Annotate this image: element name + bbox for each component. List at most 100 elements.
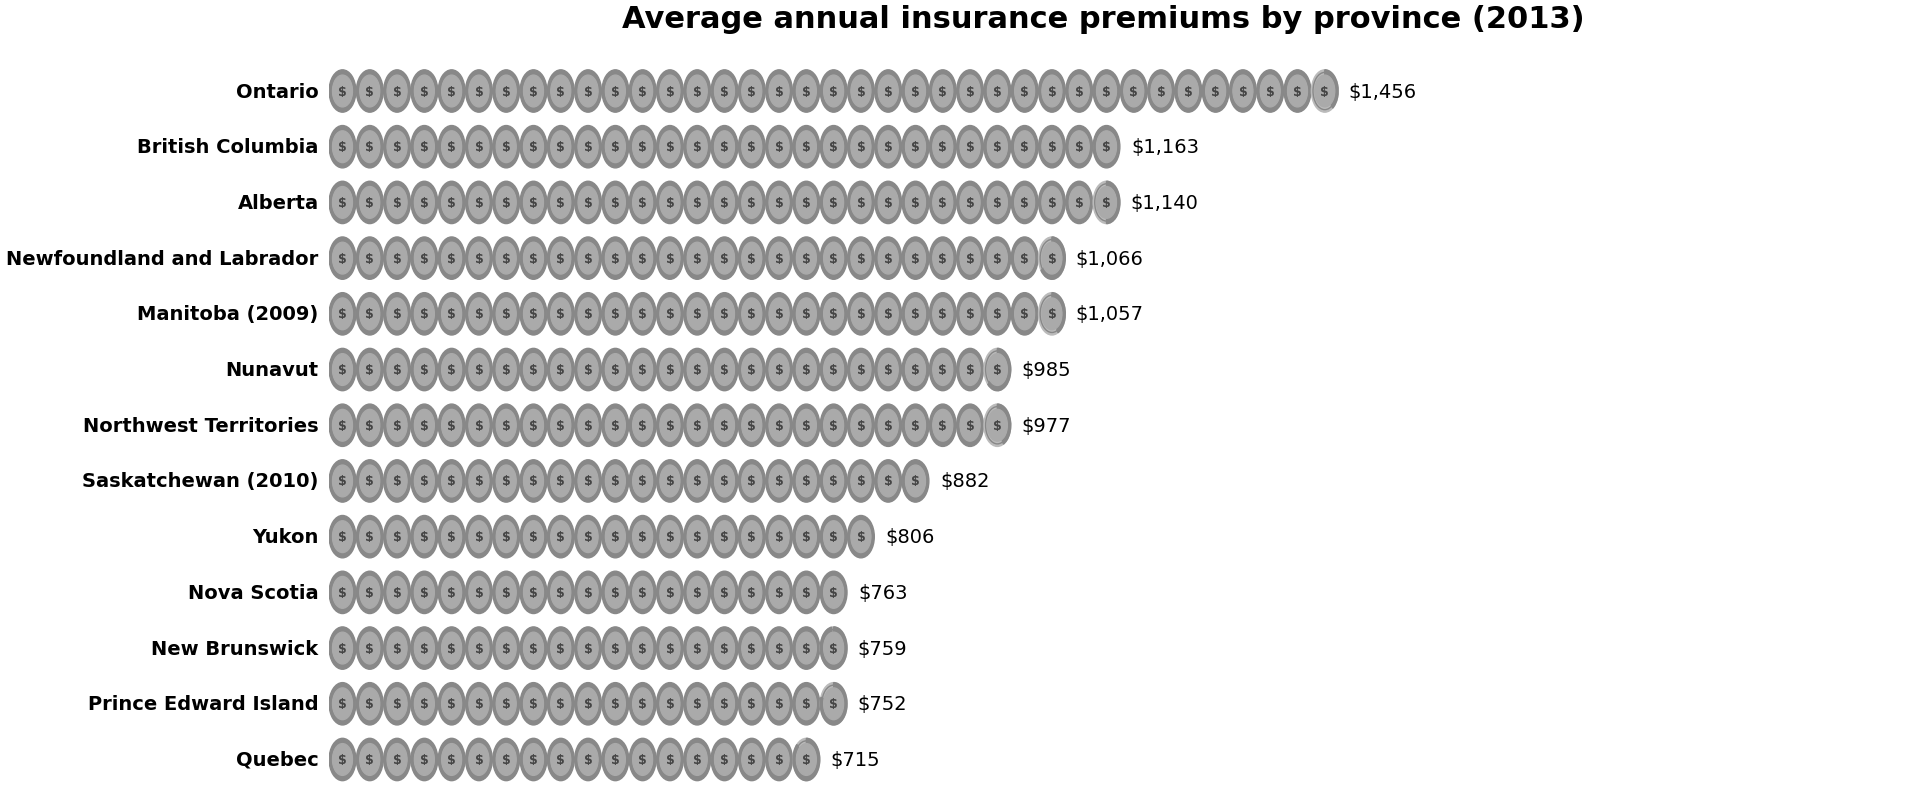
- Circle shape: [357, 182, 384, 225]
- Circle shape: [551, 577, 570, 608]
- Circle shape: [438, 405, 465, 447]
- Text: $: $: [365, 586, 374, 599]
- Text: $: $: [747, 141, 756, 154]
- Circle shape: [797, 688, 816, 720]
- Circle shape: [820, 683, 847, 725]
- Circle shape: [660, 521, 680, 553]
- Circle shape: [797, 243, 816, 275]
- Text: $: $: [501, 530, 511, 543]
- Circle shape: [847, 460, 874, 503]
- Circle shape: [770, 744, 789, 775]
- Circle shape: [605, 187, 626, 219]
- Circle shape: [687, 744, 707, 775]
- Circle shape: [1039, 294, 1066, 336]
- Circle shape: [687, 298, 707, 330]
- Circle shape: [442, 577, 461, 608]
- Text: $1,140: $1,140: [1131, 194, 1198, 212]
- Circle shape: [739, 460, 766, 503]
- Circle shape: [551, 466, 570, 497]
- Circle shape: [902, 127, 929, 169]
- Text: $: $: [966, 363, 975, 376]
- Circle shape: [524, 354, 543, 386]
- Text: $: $: [1048, 252, 1056, 265]
- Circle shape: [468, 633, 490, 664]
- Circle shape: [328, 294, 355, 336]
- Text: $: $: [1294, 85, 1302, 98]
- Circle shape: [876, 182, 902, 225]
- Circle shape: [465, 460, 492, 503]
- Circle shape: [388, 76, 407, 108]
- Text: $: $: [584, 530, 593, 543]
- Circle shape: [442, 410, 461, 441]
- Text: $: $: [557, 697, 564, 710]
- Circle shape: [877, 243, 899, 275]
- Circle shape: [442, 131, 461, 163]
- Circle shape: [660, 243, 680, 275]
- Circle shape: [824, 521, 843, 553]
- Circle shape: [332, 298, 353, 330]
- Circle shape: [766, 738, 793, 781]
- Text: $: $: [584, 85, 593, 98]
- Circle shape: [438, 738, 465, 781]
- Circle shape: [797, 521, 816, 553]
- Text: $: $: [747, 642, 756, 654]
- Circle shape: [495, 243, 516, 275]
- Text: $: $: [1020, 197, 1029, 210]
- Circle shape: [332, 688, 353, 720]
- Circle shape: [797, 131, 816, 163]
- Circle shape: [877, 76, 899, 108]
- Text: $: $: [912, 308, 920, 321]
- Text: Newfoundland and Labrador: Newfoundland and Labrador: [6, 249, 319, 268]
- Circle shape: [824, 298, 843, 330]
- Circle shape: [465, 627, 492, 669]
- Circle shape: [415, 521, 434, 553]
- Circle shape: [388, 131, 407, 163]
- Circle shape: [824, 466, 843, 497]
- Text: $: $: [338, 197, 348, 210]
- Circle shape: [493, 738, 520, 781]
- Circle shape: [657, 738, 684, 781]
- Circle shape: [551, 688, 570, 720]
- Circle shape: [603, 405, 628, 447]
- Circle shape: [770, 633, 789, 664]
- Circle shape: [1014, 243, 1035, 275]
- Text: $: $: [530, 141, 538, 154]
- Circle shape: [739, 683, 766, 725]
- Circle shape: [578, 131, 599, 163]
- Text: $: $: [693, 85, 701, 98]
- Circle shape: [551, 131, 570, 163]
- Circle shape: [714, 243, 735, 275]
- Text: $1,456: $1,456: [1348, 83, 1417, 101]
- Circle shape: [388, 410, 407, 441]
- Circle shape: [524, 466, 543, 497]
- Text: $: $: [666, 753, 674, 766]
- Circle shape: [824, 243, 843, 275]
- Circle shape: [384, 516, 411, 558]
- Circle shape: [630, 460, 657, 503]
- Text: $: $: [530, 530, 538, 543]
- Circle shape: [574, 460, 601, 503]
- Text: $: $: [365, 753, 374, 766]
- Text: $: $: [420, 85, 428, 98]
- Circle shape: [332, 466, 353, 497]
- Circle shape: [384, 127, 411, 169]
- Text: $: $: [637, 308, 647, 321]
- Circle shape: [493, 127, 520, 169]
- Circle shape: [933, 187, 952, 219]
- Circle shape: [547, 182, 574, 225]
- Text: $: $: [394, 586, 401, 599]
- Text: $: $: [637, 642, 647, 654]
- Circle shape: [359, 410, 380, 441]
- Circle shape: [1039, 71, 1066, 113]
- Circle shape: [468, 577, 490, 608]
- Circle shape: [442, 744, 461, 775]
- Circle shape: [630, 71, 657, 113]
- Circle shape: [766, 683, 793, 725]
- Circle shape: [687, 243, 707, 275]
- Circle shape: [1069, 131, 1089, 163]
- Circle shape: [741, 131, 762, 163]
- Text: $: $: [338, 586, 348, 599]
- Circle shape: [332, 243, 353, 275]
- Text: $: $: [557, 530, 564, 543]
- Text: $: $: [1048, 197, 1056, 210]
